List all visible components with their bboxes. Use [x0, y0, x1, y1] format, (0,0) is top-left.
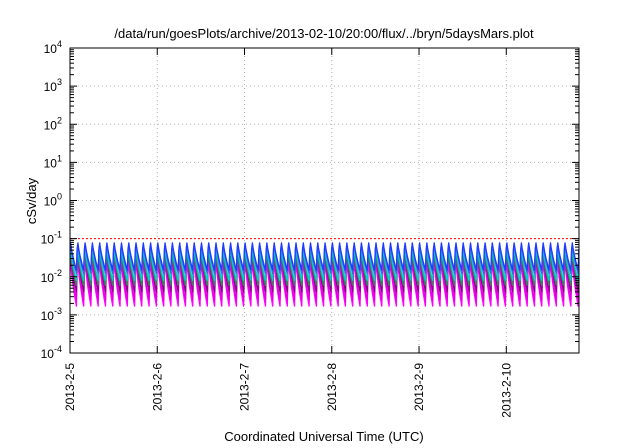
y-tick-label: 102	[44, 115, 62, 132]
x-tick-label: 2013-2-6	[150, 363, 164, 411]
x-tick-label: 2013-2-9	[412, 363, 426, 411]
series-group	[69, 238, 580, 307]
y-tick-label: 10-3	[41, 306, 62, 323]
y-tick-label: 101	[44, 153, 62, 170]
y-tick-label: 10-2	[41, 268, 62, 285]
y-tick-label: 100	[44, 192, 62, 209]
y-tick-label: 10-1	[41, 230, 62, 247]
y-tick-label: 10-4	[41, 344, 62, 361]
x-tick-label: 2013-2-8	[325, 363, 339, 411]
x-tick-label: 2013-2-7	[238, 363, 252, 411]
y-tick-label: 103	[44, 77, 62, 94]
x-tick-label: 2013-2-5	[63, 363, 77, 411]
axis-ticks: 10-4 10-3 10-2 10-1 100 101 102 103 104 2013-2-5 2…	[41, 39, 579, 418]
grid	[70, 48, 579, 353]
y-tick-label: 104	[44, 39, 62, 56]
series-line	[69, 242, 580, 271]
chart-title: /data/run/goesPlots/archive/2013-02-10/2…	[114, 26, 534, 41]
x-axis-label: Coordinated Universal Time (UTC)	[224, 429, 423, 444]
y-axis-label: cSv/day	[24, 177, 39, 224]
x-tick-label: 2013-2-10	[499, 363, 513, 418]
